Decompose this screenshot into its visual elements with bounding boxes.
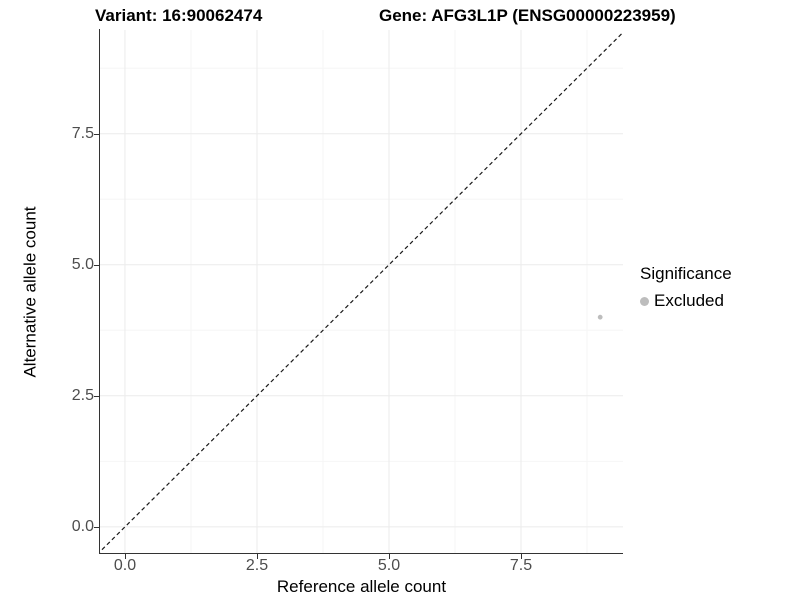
legend-entries: Excluded bbox=[640, 291, 732, 311]
x-tick-label: 2.5 bbox=[245, 557, 269, 574]
x-axis-title: Reference allele count bbox=[276, 577, 447, 596]
gene-title: Gene: AFG3L1P (ENSG00000223959) bbox=[379, 6, 676, 25]
legend-entry-label: Excluded bbox=[654, 291, 724, 310]
plot-panel bbox=[100, 30, 623, 553]
identity-dashed-line bbox=[100, 31, 623, 553]
data-point bbox=[597, 314, 603, 320]
y-axis-line bbox=[99, 29, 100, 553]
x-tick-label: 7.5 bbox=[509, 557, 533, 574]
y-tick-mark bbox=[94, 526, 99, 528]
y-tick-label: 0.0 bbox=[71, 517, 94, 535]
legend: Significance Excluded bbox=[640, 264, 732, 311]
y-tick-label: 5.0 bbox=[71, 255, 94, 273]
y-tick-mark bbox=[94, 133, 99, 135]
legend-title: Significance bbox=[640, 264, 732, 283]
legend-key-dot-icon bbox=[640, 296, 649, 306]
x-tick-mark bbox=[520, 554, 522, 559]
legend-entry: Excluded bbox=[640, 291, 732, 311]
plot-svg bbox=[100, 30, 623, 553]
x-tick-label: 0.0 bbox=[113, 557, 137, 574]
y-tick-mark bbox=[94, 264, 99, 266]
x-tick-label: 5.0 bbox=[377, 557, 401, 574]
y-tick-label: 2.5 bbox=[71, 386, 94, 404]
x-tick-mark bbox=[388, 554, 390, 559]
x-tick-mark bbox=[124, 554, 126, 559]
y-tick-label: 7.5 bbox=[71, 124, 94, 142]
y-axis-title: Alternative allele count bbox=[20, 206, 40, 378]
x-axis-line bbox=[99, 553, 623, 554]
y-tick-mark bbox=[94, 395, 99, 397]
variant-title: Variant: 16:90062474 bbox=[95, 6, 263, 25]
x-tick-mark bbox=[256, 554, 258, 559]
